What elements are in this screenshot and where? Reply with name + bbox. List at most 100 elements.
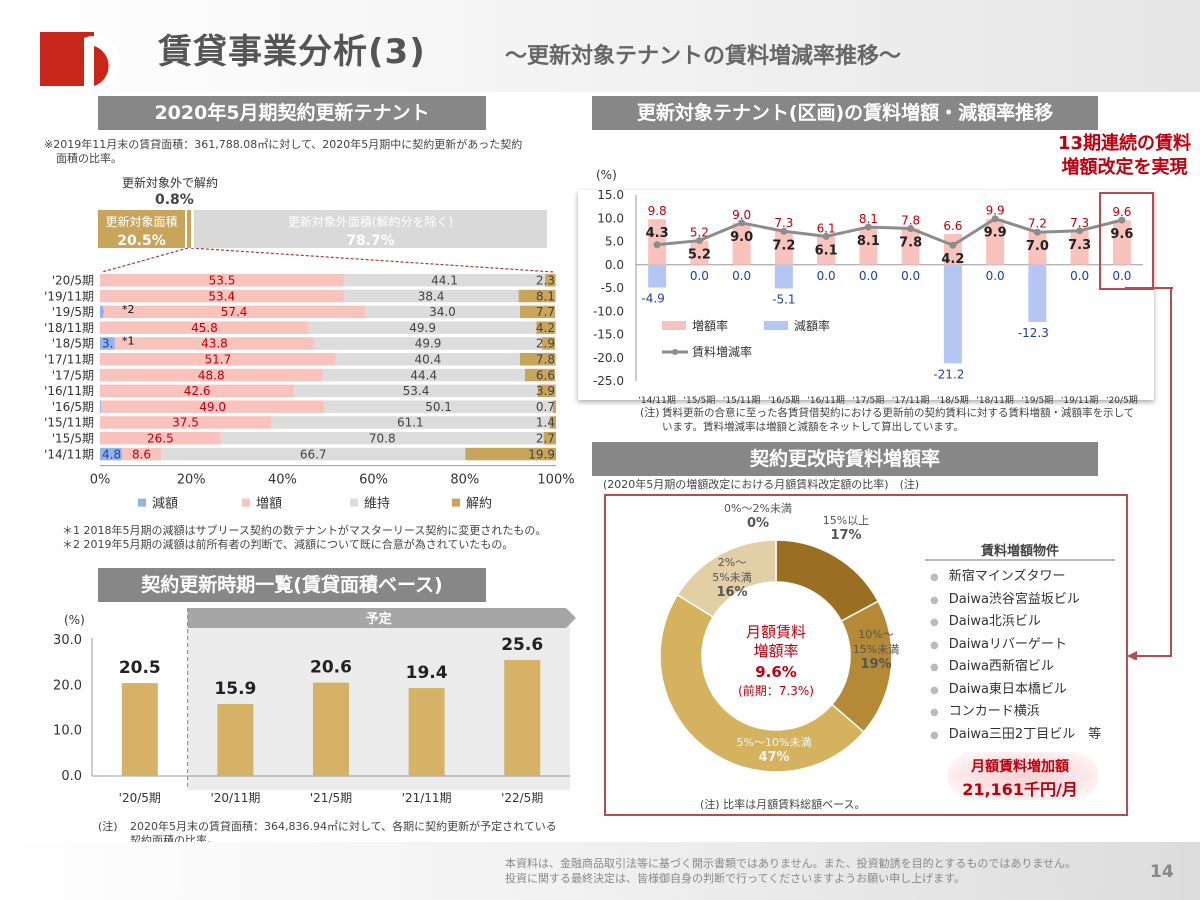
data-label: 40.4 xyxy=(415,353,442,367)
data-label: 0.7 xyxy=(536,400,555,414)
data-label: 49.0 xyxy=(199,400,226,414)
bar-segment-増額 xyxy=(100,432,221,445)
data-label: 43.8 xyxy=(201,337,228,351)
bar-segment-増額 xyxy=(100,289,344,303)
x-tick-label: '19/11期 xyxy=(1061,395,1098,405)
category-label: '16/5期 xyxy=(52,400,94,414)
logo-half-disc xyxy=(94,46,109,86)
y-tick-label: -5.0 xyxy=(601,281,624,295)
planned-label: 予定 xyxy=(366,611,392,627)
section-heading-renewal: 2020年5月期契約更新テナント xyxy=(98,96,486,130)
net-rate-label: 9.6 xyxy=(1110,227,1133,242)
donut-label: 16% xyxy=(716,585,747,600)
increase-amount-label: 月額賃料増加額 xyxy=(971,759,1069,775)
decrease-label: 0.0 xyxy=(1070,269,1089,283)
nontarget-area-box: 更新対象外面積(解約分を除く) 78.7% xyxy=(194,210,547,249)
x-tick-label: '18/11期 xyxy=(976,395,1013,405)
y-tick-label: -20.0 xyxy=(593,351,624,365)
increase-bar xyxy=(774,230,793,265)
increase-label: 5.2 xyxy=(690,226,709,240)
page-title: 賃貸事業分析(3) xyxy=(158,32,426,72)
increase-label: 6.1 xyxy=(817,221,836,235)
decrease-label: -12.3 xyxy=(1018,326,1049,340)
bar-segment-増額 xyxy=(114,337,315,350)
x-tick-label: '15/5期 xyxy=(684,395,716,405)
data-label: 49.9 xyxy=(409,321,436,335)
increase-sub-note: (2020年5月期の増額改定における月額賃料改定額の比率) (注) xyxy=(603,478,920,491)
streak-callout-line2: 増額改定を実現 xyxy=(1061,157,1188,178)
net-rate-label: 6.1 xyxy=(815,243,838,258)
category-label: '20/5期 xyxy=(52,274,94,288)
bar-segment-維持 xyxy=(364,305,520,319)
donut-label: 15%未満 xyxy=(853,643,899,656)
x-tick-label: 20% xyxy=(177,473,206,488)
data-label: 42.6 xyxy=(184,384,211,398)
net-rate-label: 7.2 xyxy=(772,238,795,253)
net-rate-point xyxy=(1076,227,1084,235)
decrease-label: 0.0 xyxy=(732,269,751,283)
data-label: 19.9 xyxy=(528,447,555,461)
category-label: '17/11期 xyxy=(44,353,94,367)
data-label: 53.5 xyxy=(209,274,236,288)
y-tick-label: 0.0 xyxy=(605,258,624,272)
bar-segment-減額 xyxy=(100,305,104,319)
increase-bar xyxy=(817,236,836,265)
net-rate-point xyxy=(1118,216,1126,224)
legend-swatch xyxy=(138,498,146,507)
increase-label: 7.8 xyxy=(901,213,920,227)
bar-segment-解約 xyxy=(519,305,556,319)
property-item: Daiwaリバーゲート xyxy=(930,634,1101,657)
data-label: 38.4 xyxy=(418,289,445,303)
data-label: 8.1 xyxy=(536,289,555,303)
y-tick-label: 5.0 xyxy=(605,235,624,249)
bar-segment-減額 xyxy=(100,400,101,413)
legend-label: 減額率 xyxy=(794,318,830,333)
renewal-note-line1: ※2019年11月末の賃貸面積：361,788.08㎡に対して、2020年5月期… xyxy=(44,138,523,151)
data-label: 34.0 xyxy=(429,305,456,319)
bar-segment-増額 xyxy=(100,416,271,429)
net-rate-label: 8.1 xyxy=(857,234,880,249)
x-tick-label: '20/5期 xyxy=(1106,395,1138,405)
donut-label: 5%～10%未満 xyxy=(737,736,812,749)
footnote-marker: *2 xyxy=(122,303,135,316)
data-label: 2.9 xyxy=(536,337,555,351)
disclaimer: 本資料は、金融商品取引法等に基づく開示書類ではありません。また、投資勧誘を目的と… xyxy=(505,856,1076,886)
net-rate-line xyxy=(656,217,1123,247)
decrease-bar xyxy=(1028,264,1047,322)
net-rate-label: 4.2 xyxy=(941,252,964,267)
category-label: '15/11期 xyxy=(44,416,94,430)
increase-bar xyxy=(986,218,1005,265)
data-label: 6.6 xyxy=(536,368,555,382)
property-item: Daiwa渋谷宮益坂ビル xyxy=(930,589,1101,612)
donut-center-line1: 月額賃料 xyxy=(745,623,806,641)
properties-list: 新宿マインズタワーDaiwa渋谷宮益坂ビルDaiwa北浜ビルDaiwaリバーゲー… xyxy=(930,566,1101,746)
increase-bar xyxy=(1028,231,1047,265)
legend-label: 賃料増減率 xyxy=(692,344,752,359)
y-tick-label: 10.0 xyxy=(597,211,624,225)
increase-amount-value: 21,161千円/月 xyxy=(962,780,1078,799)
streak-callout: 13期連続の賃料 増額改定を実現 xyxy=(1058,132,1191,180)
footnote-marker: *1 xyxy=(122,335,135,348)
schedule-value-label: 25.6 xyxy=(501,635,543,655)
decrease-label: 0.0 xyxy=(817,269,836,283)
category-label: '18/11期 xyxy=(44,321,94,335)
x-tick-label: '15/11期 xyxy=(723,395,760,405)
legend-swatch xyxy=(242,498,250,507)
x-tick-label: '14/11期 xyxy=(638,395,675,405)
x-tick-label: '16/11期 xyxy=(807,395,844,405)
net-rate-point xyxy=(864,223,872,231)
decrease-label: 0.0 xyxy=(986,269,1005,283)
renewal-note-line2: 面積の比率。 xyxy=(56,152,122,165)
data-label: 53.4 xyxy=(208,289,235,303)
highlight-box-latest xyxy=(1099,192,1154,290)
category-label: '14/11期 xyxy=(44,447,94,461)
planned-banner xyxy=(187,608,566,628)
net-rate-point xyxy=(949,241,957,249)
increase-panel xyxy=(604,494,1128,816)
bar-segment-解約 xyxy=(549,416,556,429)
x-tick-label: 100% xyxy=(537,473,574,488)
data-label: 8.6 xyxy=(132,447,151,461)
bar-segment-解約 xyxy=(552,400,556,413)
property-item: コンカード横浜 xyxy=(930,701,1101,724)
bar-segment-維持 xyxy=(343,274,546,287)
